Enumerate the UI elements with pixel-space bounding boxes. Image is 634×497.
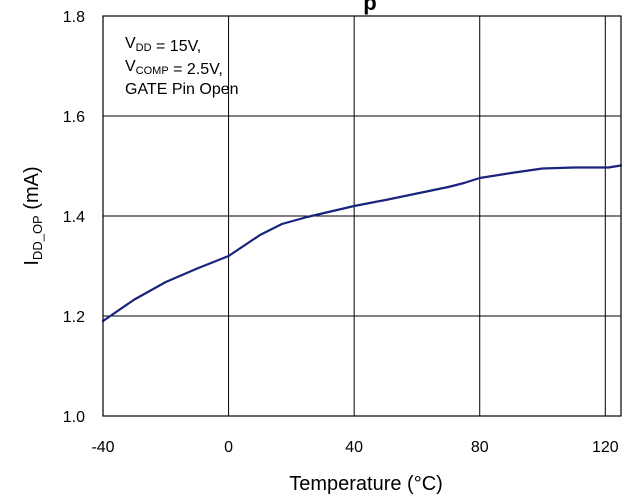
annotation-part: COMP (136, 65, 169, 77)
annotation-part: = 2.5V, (169, 61, 223, 78)
annotation-line: VCOMP = 2.5V, (125, 58, 223, 78)
x-tick-label: 120 (592, 439, 619, 456)
annotation-part: V (125, 35, 136, 52)
y-tick-label: 1.2 (63, 309, 85, 326)
annotation-box: VDD = 15V,VCOMP = 2.5V,GATE Pin Open (125, 35, 239, 98)
annotation-part: V (125, 58, 136, 75)
y-tick-label: 1.6 (63, 109, 85, 126)
x-tick-labels: -40 0 40 80 120 (91, 439, 618, 456)
annotation-part: GATE Pin Open (125, 81, 239, 98)
x-tick-label: 40 (345, 439, 363, 456)
x-tick-label: 80 (471, 439, 489, 456)
series-layer (101, 164, 623, 323)
x-tick-label: 0 (224, 439, 233, 456)
y-tick-labels: 1.0 1.2 1.4 1.6 1.8 (63, 9, 85, 426)
x-axis-label: Temperature (°C) (289, 473, 443, 495)
y-tick-label: 1.8 (63, 9, 85, 26)
series-line (101, 164, 623, 323)
y-tick-label: 1.4 (63, 209, 85, 226)
y-axis-label-base: I (21, 260, 43, 266)
annotation-line: VDD = 15V, (125, 35, 201, 55)
chart-title-fragment: p (363, 0, 376, 15)
plot-frame (102, 15, 622, 417)
y-axis-label: IDD_OP (mA) (21, 166, 45, 265)
y-tick-label: 1.0 (63, 409, 85, 426)
annotation-part: DD (136, 42, 152, 54)
y-axis-label-sub: DD_OP (30, 215, 45, 260)
annotation-line: GATE Pin Open (125, 81, 239, 98)
annotation-part: = 15V, (152, 38, 202, 55)
y-axis-label-unit: (mA) (21, 166, 43, 215)
x-tick-label: -40 (91, 439, 114, 456)
